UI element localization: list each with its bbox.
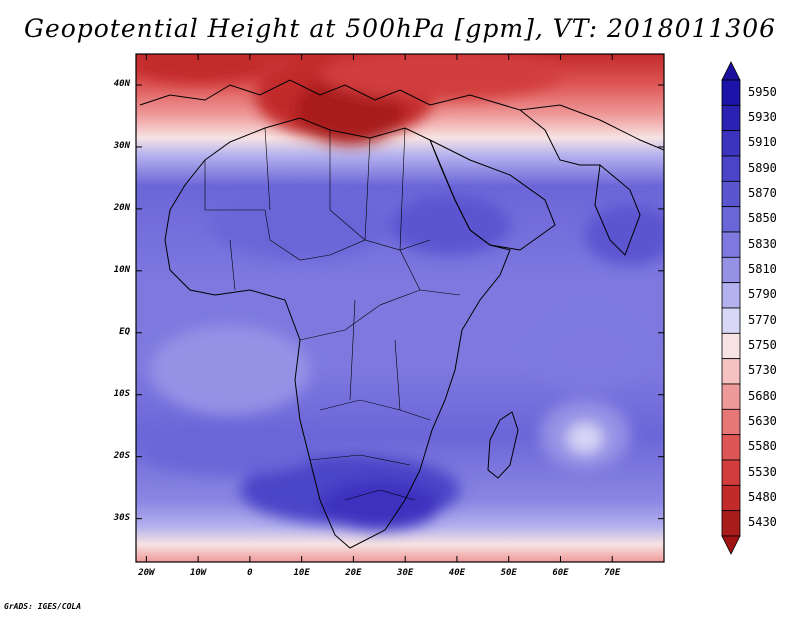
- lat-label: 20N: [113, 202, 130, 213]
- grads-credit: GrADS: IGES/COLA: [4, 602, 82, 611]
- colorbar-label: 5770: [748, 312, 777, 327]
- lat-label: 30S: [113, 512, 130, 523]
- colorbar-label: 5430: [748, 515, 777, 530]
- colorbar-swatch: [721, 332, 741, 360]
- colorbar-swatch: [721, 408, 741, 436]
- colorbar-label: 5750: [748, 338, 777, 352]
- lon-label: 70E: [604, 568, 621, 578]
- colorbar: [721, 61, 741, 555]
- colorbar-label: 5830: [748, 236, 777, 251]
- colorbar-swatch: [721, 434, 741, 461]
- colorbar-label: 5530: [748, 464, 777, 479]
- lon-label: 10W: [189, 568, 207, 578]
- colorbar-label: 5630: [748, 414, 777, 428]
- colorbar-label: 5910: [748, 135, 777, 150]
- lat-label: 10N: [113, 264, 130, 275]
- colorbar-label: 5730: [748, 363, 777, 378]
- colorbar-max-arrow: [721, 61, 741, 81]
- lat-label: EQ: [119, 326, 130, 337]
- colorbar-swatch: [721, 358, 741, 385]
- lat-label: 40N: [113, 78, 130, 89]
- colorbar-swatch: [721, 282, 741, 309]
- lat-label: 30N: [113, 140, 130, 151]
- colorbar-swatch: [721, 180, 741, 208]
- colorbar-swatch: [721, 231, 741, 258]
- colorbar-swatch: [721, 130, 741, 157]
- lon-label: 60E: [552, 568, 569, 578]
- colorbar-swatch: [721, 256, 741, 284]
- lon-label: 20W: [138, 568, 155, 578]
- colorbar-swatch: [721, 104, 741, 132]
- colorbar-swatch: [721, 155, 741, 182]
- colorbar-label: 5790: [748, 287, 777, 302]
- lon-label: 10E: [293, 568, 310, 578]
- colorbar-label: 5580: [748, 439, 777, 454]
- colorbar-label: 5950: [748, 84, 777, 99]
- colorbar-label: 5890: [748, 160, 777, 175]
- axis-ticks: [136, 54, 664, 562]
- lon-label: 0: [247, 568, 253, 578]
- colorbar-label: 5680: [748, 388, 777, 403]
- lon-label: 50E: [500, 568, 517, 578]
- colorbar-swatch: [721, 383, 741, 410]
- lat-label: 10S: [113, 388, 130, 399]
- colorbar-label: 5870: [748, 186, 777, 200]
- colorbar-label: 5850: [748, 211, 777, 226]
- colorbar-swatch: [721, 510, 741, 537]
- colorbar-swatch: [721, 484, 741, 512]
- coastlines: [139, 79, 664, 549]
- colorbar-label: 5930: [748, 110, 777, 124]
- map-title: Geopotential Height at 500hPa [gpm], VT:…: [23, 14, 777, 43]
- lon-label: 40E: [448, 568, 466, 578]
- colorbar-swatch: [721, 459, 741, 486]
- colorbar-swatch: [721, 79, 741, 106]
- colorbar-label: 5810: [748, 262, 777, 276]
- map-frame: [135, 53, 665, 563]
- colorbar-swatch: [721, 206, 741, 233]
- colorbar-swatch: [721, 307, 741, 334]
- height-field: [136, 54, 664, 562]
- country-borders: [204, 127, 461, 501]
- colorbar-min-arrow: [721, 535, 741, 555]
- colorbar-label: 5480: [748, 490, 777, 504]
- lon-label: 20E: [345, 568, 362, 578]
- lon-label: 30E: [397, 568, 414, 578]
- lat-label: 20S: [113, 450, 130, 461]
